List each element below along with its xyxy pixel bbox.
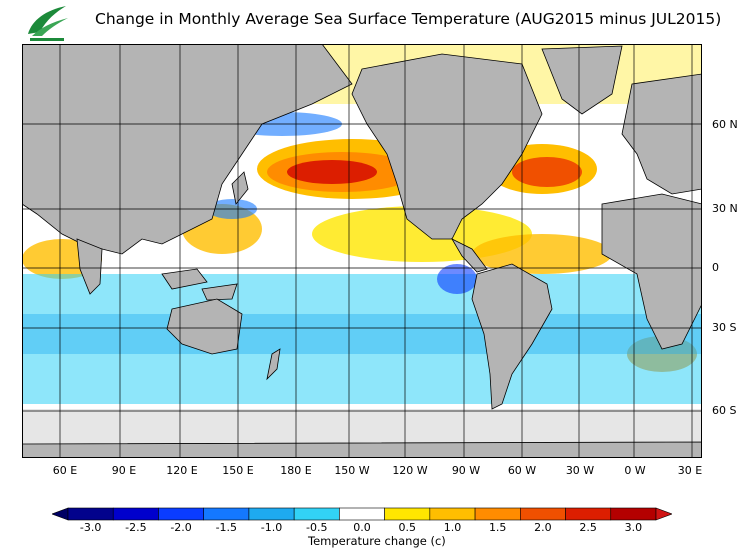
colorbar-segment bbox=[67, 507, 114, 521]
lon-label-60w: 60 W bbox=[507, 464, 537, 477]
colorbar-segment bbox=[384, 507, 431, 521]
colorbar-segment bbox=[565, 507, 612, 521]
colorbar-segment bbox=[112, 507, 159, 521]
colorbar-tick-label: -1.0 bbox=[260, 521, 283, 534]
lon-label-60e: 60 E bbox=[52, 464, 78, 477]
colorbar-segment bbox=[203, 507, 250, 521]
lon-label-0w: 0 W bbox=[624, 464, 646, 477]
colorbar-tick-label: 3.0 bbox=[624, 521, 643, 534]
colorbar-segment bbox=[339, 507, 385, 521]
lon-label-30e: 30 E bbox=[677, 464, 703, 477]
page-title: Change in Monthly Average Sea Surface Te… bbox=[95, 10, 722, 28]
lat-label-30n: 30 N bbox=[712, 202, 738, 215]
colorbar-tick-label: -0.5 bbox=[306, 521, 328, 534]
lon-label-180e: 180 E bbox=[280, 464, 312, 477]
colorbar-under-arrow bbox=[52, 507, 69, 521]
colorbar-tick-label: 1.5 bbox=[488, 521, 507, 534]
lat-label-60s: 60 S bbox=[712, 404, 737, 417]
lon-label-120w: 120 W bbox=[392, 464, 428, 477]
lon-label-90w: 90 W bbox=[451, 464, 481, 477]
lat-label-30s: 30 S bbox=[712, 321, 737, 334]
lon-label-90e: 90 E bbox=[111, 464, 137, 477]
colorbar-segment bbox=[474, 507, 521, 521]
lat-label-60n: 60 N bbox=[712, 118, 738, 131]
colorbar-segment bbox=[610, 507, 657, 521]
colorbar-segment bbox=[293, 507, 340, 521]
colorbar-tick-label: -2.0 bbox=[170, 521, 192, 534]
lat-label-0: 0 bbox=[712, 261, 719, 274]
colorbar-tick-label: 1.0 bbox=[443, 521, 462, 534]
map-frame bbox=[22, 44, 702, 458]
lon-label-30w: 30 W bbox=[565, 464, 595, 477]
colorbar-tick-label: 0.5 bbox=[398, 521, 416, 534]
colorbar-over-arrow bbox=[655, 507, 672, 521]
leaf-logo-icon bbox=[28, 6, 66, 34]
lon-label-150w: 150 W bbox=[334, 464, 370, 477]
colorbar-tick-label: -1.5 bbox=[215, 521, 238, 534]
colorbar-segment bbox=[429, 507, 476, 521]
colorbar-tick-label: 2.0 bbox=[534, 521, 552, 534]
colorbar-tick-label: -2.5 bbox=[125, 521, 147, 534]
colorbar-tick-label: -3.0 bbox=[79, 521, 102, 534]
sst-anomaly-map bbox=[22, 44, 702, 458]
agency-logo bbox=[28, 6, 68, 41]
temperature-colorbar bbox=[52, 507, 672, 521]
leaf-logo-icon bbox=[32, 18, 68, 36]
colorbar-tick-label: 2.5 bbox=[579, 521, 597, 534]
logo-caption bbox=[30, 38, 64, 41]
colorbar-segment bbox=[520, 507, 566, 521]
lon-label-120e: 120 E bbox=[166, 464, 198, 477]
land-masses bbox=[22, 44, 702, 458]
colorbar-segment bbox=[158, 507, 204, 521]
graticule bbox=[22, 44, 702, 458]
colorbar-segment bbox=[248, 507, 295, 521]
colorbar-title: Temperature change (c) bbox=[308, 534, 446, 548]
lon-label-150e: 150 E bbox=[222, 464, 254, 477]
colorbar-tick-label: 0.0 bbox=[353, 521, 371, 534]
